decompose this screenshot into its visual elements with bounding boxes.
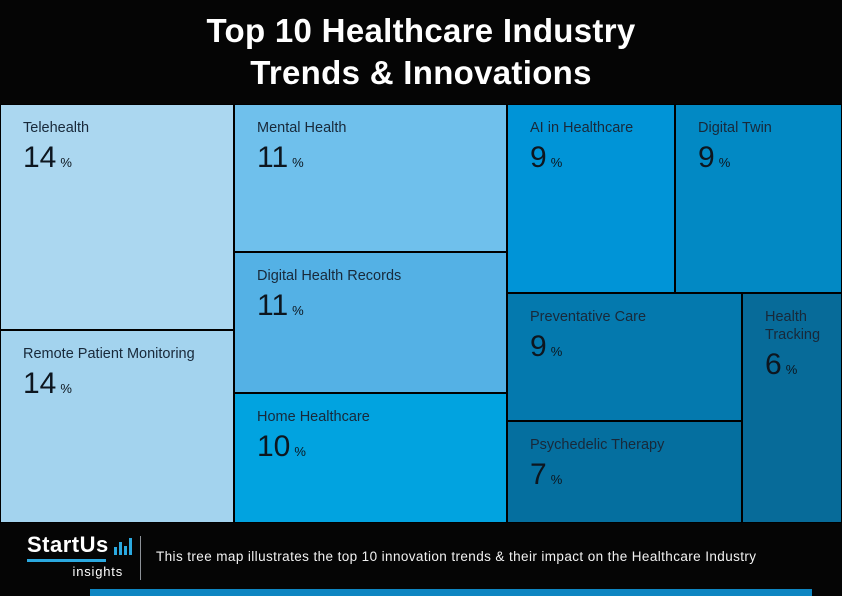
cell-value: 9: [698, 141, 715, 174]
cell-unit: %: [550, 344, 563, 359]
cell-unit: %: [785, 362, 798, 377]
cell-unit: %: [718, 155, 731, 170]
treemap-cell-remote-patient-monitoring: Remote Patient Monitoring 14%: [0, 330, 234, 523]
cell-label: Digital Twin: [698, 120, 772, 136]
page-title-line-1: Top 10 Healthcare Industry: [206, 12, 636, 49]
cell-value: 14: [23, 141, 57, 174]
cell-unit: %: [550, 472, 563, 487]
cell-unit: %: [550, 155, 563, 170]
treemap-cell-telehealth: Telehealth 14%: [0, 104, 234, 330]
logo-text: StartUs: [27, 532, 109, 557]
cell-value: 9: [530, 141, 547, 174]
cell-label: Mental Health: [257, 120, 347, 136]
cell-unit: %: [292, 155, 304, 170]
cell-label: Home Healthcare: [257, 409, 370, 425]
cell-label: AI in Healthcare: [530, 120, 634, 136]
cell-label: Preventative Care: [530, 309, 647, 325]
treemap-cell-mental-health: Mental Health 11%: [234, 104, 507, 252]
treemap-cell-psychedelic-therapy: Psychedelic Therapy 7%: [507, 421, 742, 523]
cell-unit: %: [60, 381, 72, 396]
cell-label: Remote Patient Monitoring: [23, 346, 195, 362]
logo-subtext: insights: [72, 564, 123, 579]
startus-insights-logo: StartUs insights: [27, 532, 132, 581]
bottom-accent-bar: [90, 589, 812, 596]
cell-value: 9: [530, 330, 547, 363]
cell-unit: %: [60, 155, 72, 170]
treemap-cell-digital-twin: Digital Twin 9%: [675, 104, 842, 293]
header: Top 10 Healthcare Industry Trends & Inno…: [0, 0, 842, 104]
cell-value: 7: [530, 458, 547, 491]
cell-unit: %: [292, 303, 304, 318]
cell-label: Health Tracking: [765, 309, 821, 343]
treemap-cell-ai-in-healthcare: AI in Healthcare 9%: [507, 104, 675, 293]
cell-value: 10: [257, 430, 291, 463]
bar-chart-icon: [113, 537, 134, 555]
cell-value: 11: [257, 141, 289, 174]
footer-divider: [140, 536, 141, 580]
cell-label: Telehealth: [23, 120, 90, 136]
treemap: Telehealth 14% Remote Patient Monitoring 14…: [0, 104, 842, 523]
treemap-cell-home-healthcare: Home Healthcare 10%: [234, 393, 507, 523]
cell-value: 11: [257, 289, 289, 322]
cell-value: 6: [765, 348, 782, 381]
cell-unit: %: [294, 444, 306, 459]
footer-caption: This tree map illustrates the top 10 inn…: [156, 548, 757, 564]
cell-value: 14: [23, 367, 57, 400]
cell-label: Digital Health Records: [257, 268, 402, 284]
page-title-line-2: Trends & Innovations: [250, 54, 592, 91]
treemap-cell-preventative-care: Preventative Care 9%: [507, 293, 742, 421]
cell-label: Psychedelic Therapy: [530, 437, 665, 453]
logo-underline: [27, 559, 106, 562]
footer: StartUs insights This tree map illustrat…: [0, 523, 842, 596]
treemap-cell-health-tracking: Health Tracking 6%: [742, 293, 842, 523]
treemap-cell-digital-health-records: Digital Health Records 11%: [234, 252, 507, 393]
